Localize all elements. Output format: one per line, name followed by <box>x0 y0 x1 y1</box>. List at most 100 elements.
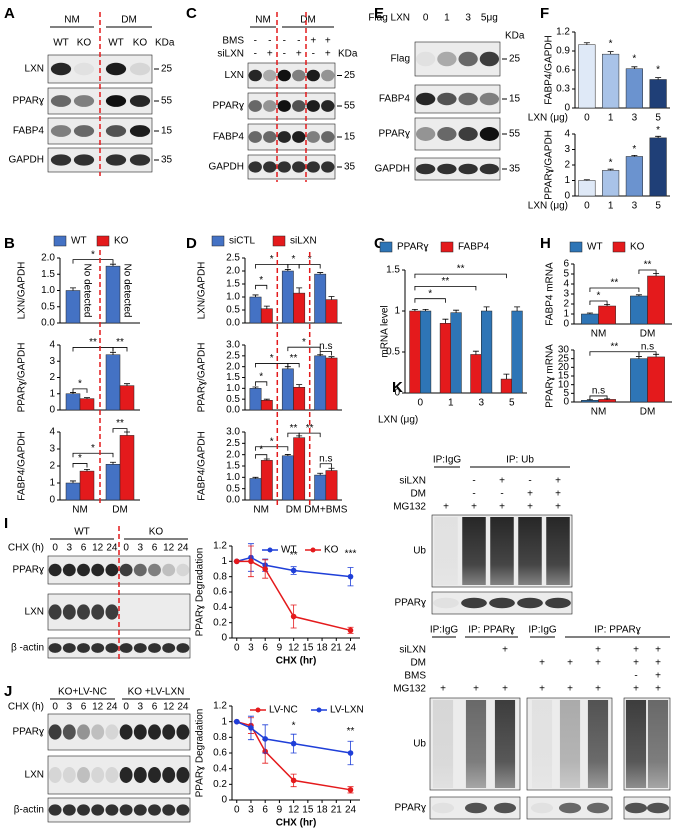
band <box>263 131 277 143</box>
error-bar <box>252 386 259 389</box>
band <box>321 131 335 143</box>
y-tick-label: 1.2 <box>213 701 227 712</box>
smear <box>462 517 486 585</box>
band <box>105 604 119 620</box>
sign: + <box>567 658 573 669</box>
band <box>437 51 457 67</box>
x-tick-label: NM <box>72 505 88 516</box>
row-label: β -actin <box>11 643 44 654</box>
lane-label: 6 <box>152 543 158 554</box>
band <box>321 69 335 82</box>
bar <box>249 478 262 501</box>
legend-swatch <box>96 235 110 247</box>
panel-letter: A <box>4 5 15 22</box>
y-tick-label: 0.4 <box>213 602 227 613</box>
band <box>133 804 147 816</box>
band <box>77 563 90 577</box>
error-bar <box>110 263 116 267</box>
row-label: Ub <box>413 739 426 750</box>
annotation: *** <box>345 548 357 559</box>
y-tick-label: 3.0 <box>226 340 240 351</box>
smear <box>434 517 458 585</box>
marker-label: 25 <box>509 54 521 65</box>
sign-row-label: MG132 <box>393 684 426 695</box>
band <box>48 604 62 620</box>
x-tick-label: DM <box>286 505 302 516</box>
smear <box>625 700 647 788</box>
error-bar <box>284 269 291 271</box>
row-label: LXN <box>25 770 44 781</box>
band <box>458 92 478 106</box>
lane-label: 0 <box>52 702 58 713</box>
annotation: * <box>78 379 82 390</box>
group-label: KO+LV-NC <box>58 687 107 698</box>
band <box>62 804 76 816</box>
y-axis-label: PPARɣ/GAPDH <box>197 343 208 413</box>
band <box>162 724 176 740</box>
y-tick-label: 2 <box>563 299 569 310</box>
significance-bracket <box>112 347 128 352</box>
band <box>306 161 320 173</box>
group-label: DM <box>121 15 137 26</box>
band <box>162 767 176 783</box>
y-tick-label: 0.3 <box>556 84 570 95</box>
significance-bracket <box>255 454 268 459</box>
band <box>292 100 306 112</box>
x-axis-label: LXN (μg) <box>378 415 418 426</box>
sign: + <box>502 645 508 656</box>
band <box>458 163 478 175</box>
legend-swatch <box>379 241 393 253</box>
band <box>479 51 500 67</box>
legend-swatch <box>440 241 454 253</box>
band <box>91 767 105 783</box>
sign: - <box>283 49 286 60</box>
annotation: * <box>91 249 95 260</box>
annotation: * <box>597 291 601 302</box>
bar <box>65 482 81 501</box>
bar <box>649 137 667 197</box>
error-bar <box>263 458 270 461</box>
marker-label: 35 <box>344 162 356 173</box>
legend-swatch <box>53 235 67 247</box>
bar <box>409 310 421 394</box>
band <box>105 62 127 76</box>
sign: + <box>595 645 601 656</box>
y-tick-label: 0.9 <box>556 46 570 57</box>
legend-label: WT <box>587 242 603 253</box>
sign: - <box>254 49 257 60</box>
band <box>292 161 306 173</box>
significance-bracket <box>298 432 321 438</box>
panel-letter: C <box>186 5 197 22</box>
legend-swatch <box>569 241 583 253</box>
marker-label: 35 <box>161 155 173 166</box>
x-axis-label: LXN (μg) <box>528 201 568 212</box>
band <box>91 643 105 653</box>
band <box>62 767 76 783</box>
point <box>262 736 268 742</box>
band <box>433 597 459 609</box>
y-tick-label: 1.0 <box>226 472 240 483</box>
row-label: FABP4 <box>13 126 45 137</box>
y-tick-label: 0.6 <box>213 748 227 759</box>
y-tick-label: 0.6 <box>213 587 227 598</box>
band <box>119 724 133 740</box>
annotation: * <box>78 453 82 464</box>
band <box>431 802 455 814</box>
bar <box>105 265 121 324</box>
band <box>489 597 515 609</box>
y-tick-label: 0.0 <box>226 405 240 416</box>
band <box>277 131 291 143</box>
y-axis-label: PPARɣ mRNA <box>545 344 556 408</box>
annotation: * <box>632 144 636 155</box>
unit-label: KDa <box>338 49 358 60</box>
lane-label: 24 <box>177 702 189 713</box>
x-tick-label: 24 <box>345 643 357 654</box>
y-tick-label: 1.2 <box>213 541 227 552</box>
band <box>479 127 500 141</box>
y-tick-label: 0 <box>221 633 227 644</box>
y-tick-label: 0.5 <box>386 347 400 358</box>
band <box>479 163 500 175</box>
band <box>437 163 457 175</box>
x-tick-label: 21 <box>331 643 343 654</box>
bar <box>65 290 81 324</box>
